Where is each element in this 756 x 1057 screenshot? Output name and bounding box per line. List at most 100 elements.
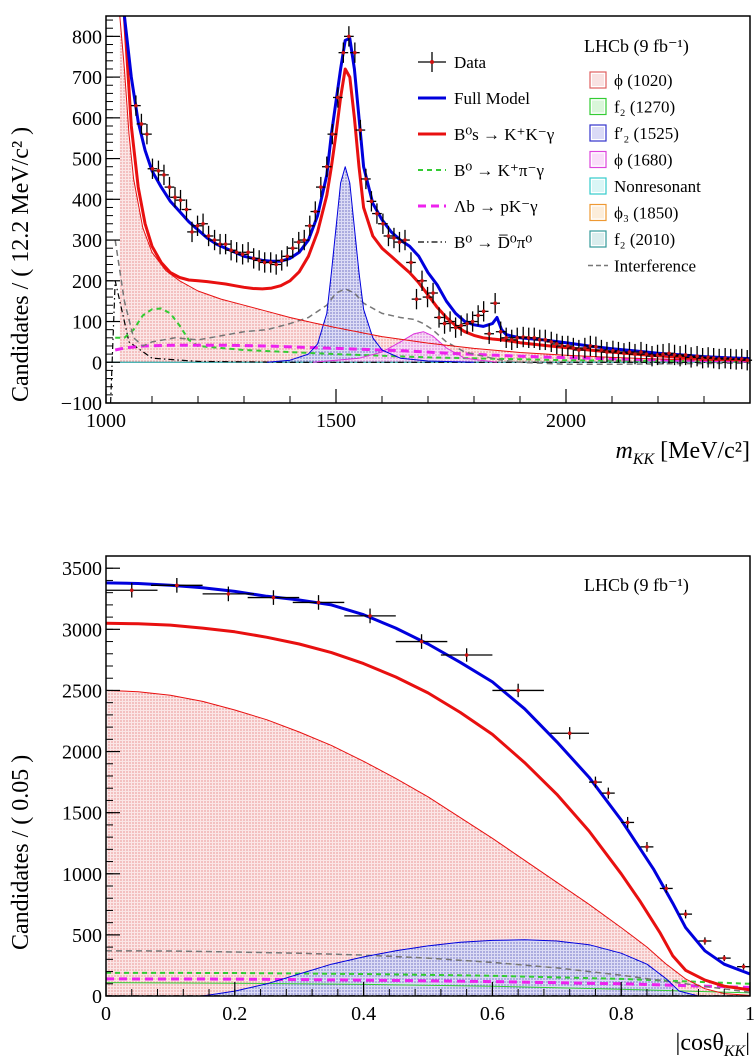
data-point <box>534 329 545 351</box>
legend-label: Interference <box>614 257 696 276</box>
data-point <box>456 315 466 336</box>
data-point <box>378 213 388 234</box>
legend-label: ϕ (1020) <box>614 71 673 90</box>
legend-label: ϕ (1680) <box>614 151 673 170</box>
legend-entry: ϕ (1680) <box>589 151 673 170</box>
y-axis-label: Candidates / ( 12.2 MeV/c² ) <box>8 127 34 402</box>
curve-interf <box>105 950 751 994</box>
data-point <box>153 160 164 181</box>
data-point <box>389 227 399 249</box>
data-point <box>703 347 713 368</box>
data-point <box>400 229 410 251</box>
y-tick-label: 0 <box>92 352 102 374</box>
x-tick-label: 1500 <box>316 410 356 432</box>
curve-phi1020 <box>105 689 751 996</box>
y-tick-label: 600 <box>72 108 102 130</box>
data-point <box>546 331 557 353</box>
data-point <box>271 254 282 275</box>
curve-lb <box>105 977 751 989</box>
x-axis-label: |cosθKK| <box>676 1030 750 1057</box>
curve-phi1680 <box>312 331 498 363</box>
data-point <box>406 252 416 273</box>
data-point <box>321 156 332 177</box>
data-point <box>636 341 646 363</box>
curve-f2p1525 <box>266 166 475 363</box>
cos-theta-panel: 0 500 1000 1500 2000 2500 3000 3500 0 0.2 0.4 0.6 0.… <box>8 555 755 1057</box>
legend-entry: Nonresonant <box>589 177 701 196</box>
data-point <box>366 191 377 212</box>
data-point <box>467 311 478 332</box>
x-tick-label: 0.6 <box>480 1003 505 1025</box>
data-point <box>602 341 612 363</box>
legend-entry: ϕ (1020) <box>589 71 673 90</box>
fill-phi1020 <box>119 16 751 363</box>
legend-label: Λb → pK⁻γ <box>454 197 538 216</box>
legend-label: Full Model <box>454 89 530 108</box>
data-point <box>490 293 500 314</box>
y-tick-label: 3000 <box>62 619 102 641</box>
data-point <box>198 213 208 234</box>
data-point <box>333 87 343 108</box>
data-point <box>580 337 590 359</box>
data-point <box>220 233 231 255</box>
curve-f2p1525 <box>202 939 699 997</box>
legend-label: B⁰s → K⁺K⁻γ <box>454 125 555 144</box>
data-point <box>462 313 472 334</box>
data-point <box>523 327 534 349</box>
x-tick-label: 0.8 <box>609 1003 634 1025</box>
data-point <box>231 242 242 263</box>
data-point <box>310 201 321 222</box>
y-tick-label: 200 <box>72 271 102 293</box>
data-point <box>243 242 253 263</box>
data-point <box>563 335 573 357</box>
legend-entry: B⁰ → K⁺π⁻γ <box>418 161 544 180</box>
x-axis-close: | <box>745 1030 750 1056</box>
data-point <box>717 955 731 962</box>
data-point <box>287 238 298 259</box>
data-point <box>209 229 220 251</box>
data-point <box>540 329 551 351</box>
legend-entry: f₂ (2010) <box>589 230 675 249</box>
fill-phi1020 <box>106 690 750 996</box>
data-point <box>192 215 203 236</box>
x-axis-unit: [MeV/c²] <box>660 438 750 464</box>
data-point <box>591 336 601 357</box>
data-point <box>282 246 293 267</box>
data-point <box>621 816 635 828</box>
x-axis-var: |cosθ <box>676 1030 724 1056</box>
data-point <box>495 321 506 342</box>
legend-entry: ϕ₃ (1850) <box>589 204 678 223</box>
legend-entry: f′₂ (1525) <box>589 124 679 143</box>
data-point <box>202 586 255 602</box>
x-axis-subscript: KK <box>632 451 656 468</box>
data-point <box>226 240 236 261</box>
data-point <box>170 187 180 208</box>
data-point <box>589 776 602 788</box>
data-point <box>630 343 640 365</box>
data-point <box>417 270 427 291</box>
y-axis-label: Candidates / ( 0.05 ) <box>8 755 34 950</box>
curve-full-model <box>105 581 751 976</box>
data-point <box>720 348 730 369</box>
axes: −100 0 100 200 300 400 500 600 700 800 1000 1500 200… <box>61 19 751 432</box>
data-point <box>350 42 360 63</box>
data-point <box>698 937 712 945</box>
data-point <box>254 250 265 271</box>
x-tick-label: 0.2 <box>222 1003 247 1025</box>
y-tick-label: 0 <box>92 986 102 1008</box>
data-point <box>181 199 192 220</box>
curve-kpi <box>115 307 751 363</box>
x-tick-label: 1000 <box>86 410 126 432</box>
data-point <box>299 229 310 251</box>
legend-label: ϕ₃ (1850) <box>614 204 678 223</box>
data-point <box>136 113 147 135</box>
legend-label: f₂ (1270) <box>614 98 675 117</box>
data-point <box>247 590 300 605</box>
data-point <box>276 250 287 271</box>
data-point <box>422 286 433 308</box>
data-point <box>679 909 693 919</box>
data-point <box>434 307 444 328</box>
x-axis-label: mKK [MeV/c²] <box>615 438 750 468</box>
data-point <box>315 176 326 198</box>
data-point <box>692 345 702 367</box>
